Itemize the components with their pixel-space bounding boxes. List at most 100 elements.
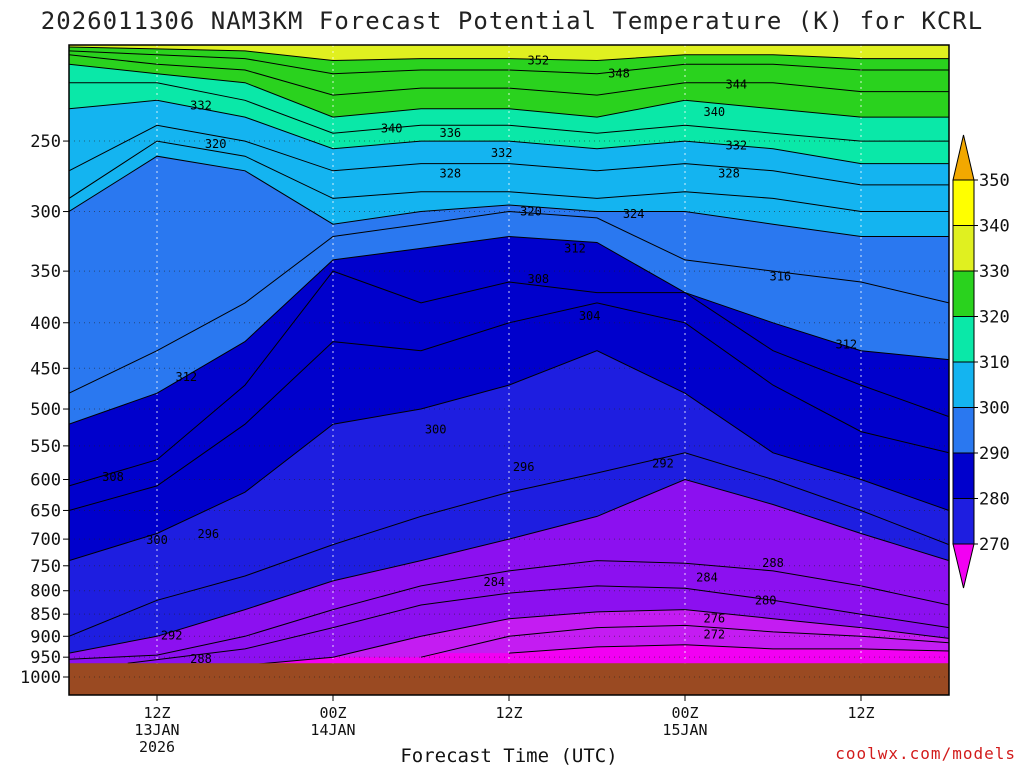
y-tick-label: 800 [30, 582, 61, 602]
y-tick-label: 850 [30, 605, 61, 625]
terrain [69, 663, 949, 695]
y-tick-label: 900 [30, 627, 61, 647]
contour-label: 332 [491, 146, 513, 160]
y-tick-label: 600 [30, 471, 61, 491]
contour-label: 296 [197, 527, 219, 541]
colorbar-segment [952, 316, 975, 363]
contour-label: 308 [527, 272, 549, 286]
contour-line-308 [69, 270, 949, 487]
colorbar-arrow-bottom [952, 543, 975, 589]
y-tick-label: 300 [30, 203, 61, 223]
colorbar-segment [952, 179, 975, 226]
contour-label: 340 [381, 121, 403, 135]
contour-label: 276 [703, 612, 725, 626]
colorbar-label: 290 [979, 444, 1010, 464]
colorbar-legend: 350 340 330 320 310 300 290 280 270 [952, 134, 1010, 589]
y-axis: 2503003504004505005506006507007508008509… [20, 132, 69, 688]
colorbar-label: 350 [979, 171, 1010, 191]
contour-label: 352 [527, 54, 549, 68]
contour-label: 312 [175, 370, 197, 384]
y-tick-label: 550 [30, 437, 61, 457]
colorbar-segment [952, 498, 975, 545]
y-tick-label: 950 [30, 648, 61, 668]
contour-line-272 [508, 644, 949, 654]
x-tick-label: 00Z [319, 704, 346, 722]
colorbar-label: 320 [979, 308, 1010, 328]
colorbar-label: 340 [979, 217, 1010, 237]
x-tick-date: 15JAN [662, 721, 707, 739]
y-tick-label: 450 [30, 359, 61, 379]
contour-label: 324 [623, 207, 645, 221]
contour-line-280 [244, 609, 949, 666]
x-tick-label: 12Z [495, 704, 522, 722]
colorbar-segment [952, 225, 975, 272]
contour-line-296 [69, 452, 949, 637]
y-tick-label: 350 [30, 262, 61, 282]
x-tick-date: 14JAN [310, 721, 355, 739]
x-tick-label: 00Z [671, 704, 698, 722]
y-tick-label: 650 [30, 501, 61, 521]
contour-line-312 [69, 235, 949, 425]
contour-label: 292 [652, 457, 674, 471]
contour-label: 304 [579, 309, 601, 323]
contour-label: 348 [608, 67, 630, 81]
contour-label: 272 [703, 628, 725, 642]
y-tick-label: 400 [30, 314, 61, 334]
contour-line-320 [69, 155, 949, 237]
y-tick-label: 1000 [20, 668, 61, 688]
contour-label: 344 [725, 78, 747, 92]
colorbar-label: 270 [979, 535, 1010, 555]
colorbar-arrow-top [952, 134, 975, 181]
contour-label: 320 [520, 205, 542, 219]
contour-line-324 [69, 140, 949, 212]
colorbar-segment [952, 452, 975, 499]
contour-line-300 [69, 350, 949, 562]
contour-label: 284 [696, 570, 718, 584]
contour-label: 340 [703, 105, 725, 119]
contour-line-292 [69, 478, 949, 654]
contour-line-336 [69, 82, 949, 142]
chart-title: 2026011306 NAM3KM Forecast Potential Tem… [41, 7, 983, 35]
colorbar-label: 300 [979, 399, 1010, 419]
contour-label: 336 [439, 126, 461, 140]
contour-line-352 [69, 46, 949, 62]
contour-label: 288 [762, 556, 784, 570]
y-tick-label: 250 [30, 132, 61, 152]
contour-line-288 [69, 560, 949, 660]
contour-line-304 [69, 302, 949, 511]
contour-label: 312 [835, 337, 857, 351]
contour-label: 300 [146, 533, 168, 547]
contour-label: 288 [190, 652, 212, 666]
contour-line-340 [69, 63, 949, 118]
x-axis-label: Forecast Time (UTC) [400, 745, 617, 767]
contour-line-276 [420, 624, 949, 658]
x-tick-date: 13JAN [134, 721, 179, 739]
colorbar-label: 310 [979, 353, 1010, 373]
credit-text: coolwx.com/models [835, 744, 1016, 763]
contour-line-328 [69, 124, 949, 186]
contour-label: 328 [718, 167, 740, 181]
contour-label: 296 [513, 460, 535, 474]
contour-label: 320 [205, 137, 227, 151]
colorbar-segment [952, 270, 975, 317]
contour-label: 332 [190, 98, 212, 112]
x-tick-label: 12Z [143, 704, 170, 722]
contour-line-316 [69, 210, 949, 394]
contour-line-332 [69, 99, 949, 165]
contour-label: 328 [439, 167, 461, 181]
contour-line-284 [127, 585, 949, 664]
contour-label: 300 [425, 422, 447, 436]
y-tick-label: 750 [30, 557, 61, 577]
contour-label: 316 [769, 270, 791, 284]
colorbar-label: 280 [979, 490, 1010, 510]
x-tick-label: 12Z [847, 704, 874, 722]
x-tick-year: 2026 [139, 738, 175, 756]
contour-label: 280 [755, 593, 777, 607]
colorbar-label: 330 [979, 262, 1010, 282]
terrain-fill [69, 663, 949, 695]
contour-lines [69, 46, 949, 666]
contour-line-348 [69, 50, 949, 75]
contour-label: 308 [102, 470, 124, 484]
